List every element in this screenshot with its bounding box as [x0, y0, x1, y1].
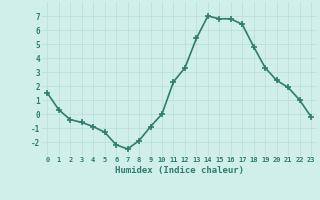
X-axis label: Humidex (Indice chaleur): Humidex (Indice chaleur) — [115, 166, 244, 175]
